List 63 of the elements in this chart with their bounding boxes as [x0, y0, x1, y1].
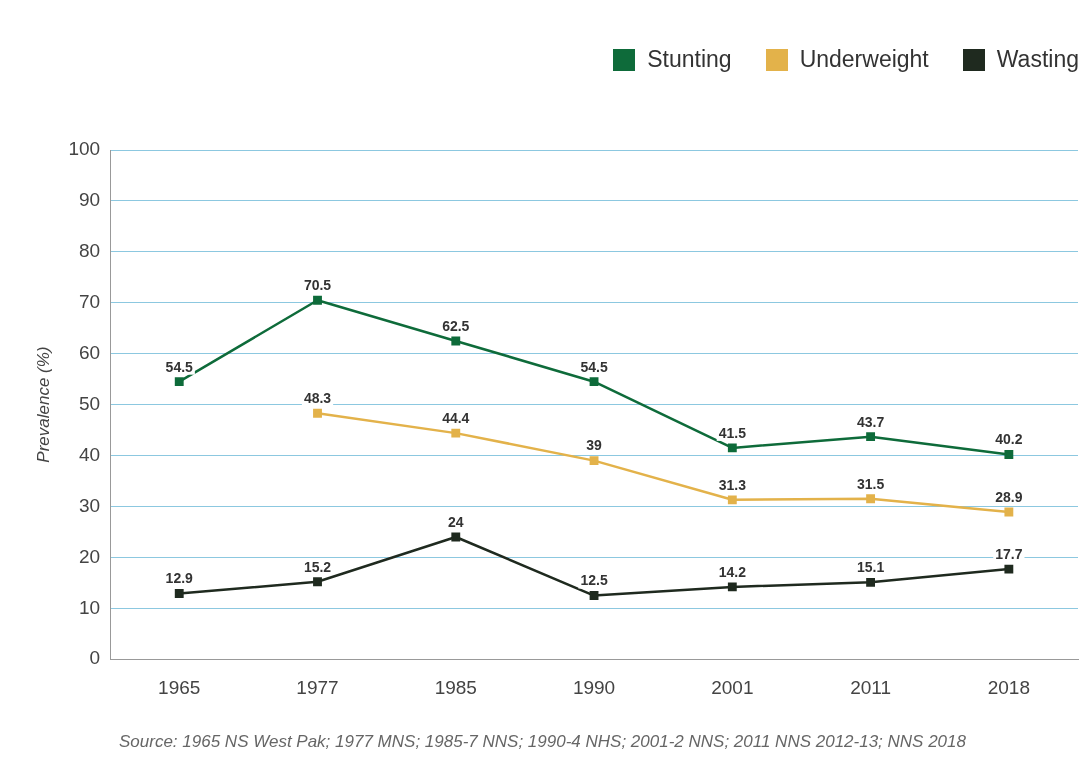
data-label: 54.5: [165, 358, 194, 375]
point: [313, 295, 322, 305]
point: [866, 432, 876, 442]
y-tick-label: 20: [78, 545, 101, 567]
point: [174, 377, 184, 387]
data-label: 40.2: [995, 431, 1023, 448]
data-label: 12.9: [165, 570, 194, 587]
point: [451, 532, 461, 542]
data-label: 17.7: [995, 545, 1023, 562]
legend-label: Underweight: [799, 46, 929, 73]
y-tick-label: 40: [78, 443, 101, 465]
x-tick-label: 1977: [296, 676, 339, 698]
point: [727, 582, 737, 592]
y-tick-label: 30: [78, 494, 101, 516]
point: [451, 336, 461, 346]
y-tick-label: 70: [78, 290, 101, 312]
point: [174, 589, 184, 598]
legend-label: Stunting: [647, 46, 732, 73]
data-label: 54.5: [580, 358, 608, 375]
x-tick-label: 2018: [987, 676, 1030, 698]
data-label: 48.3: [303, 390, 332, 407]
data-label: 41.5: [718, 424, 747, 441]
point: [589, 456, 599, 466]
x-tick-label: 2011: [850, 676, 892, 698]
y-tick-label: 0: [89, 647, 101, 669]
source-note: Source: 1965 NS West Pak; 1977 MNS; 1985-7 NNS; 1990-4 NHS; 2001-2 NNS; 2011 NNS 2012-13; NNS 2018: [118, 732, 967, 752]
x-tick-label: 1985: [434, 676, 477, 698]
point: [451, 428, 461, 438]
x-tick-label: 2001: [711, 676, 754, 698]
legend-label: Wasting: [996, 46, 1079, 73]
data-label: 31.5: [856, 475, 885, 492]
point: [313, 577, 322, 587]
point: [313, 408, 322, 418]
x-tick-label: 1990: [572, 676, 616, 698]
y-tick-label: 50: [78, 392, 101, 414]
point: [727, 443, 737, 453]
data-label: 12.5: [580, 572, 608, 589]
data-label: 15.1: [856, 559, 885, 576]
point: [1004, 564, 1014, 574]
point: [1004, 450, 1014, 459]
y-tick-label: 60: [78, 341, 101, 363]
data-label: 62.5: [442, 317, 470, 334]
data-label: 44.4: [442, 409, 470, 426]
x-tick-label: 1965: [158, 676, 201, 698]
data-label: 31.3: [718, 476, 747, 493]
data-label: 28.9: [995, 488, 1023, 505]
data-label: 39: [586, 437, 603, 454]
data-label: 70.5: [303, 277, 332, 294]
y-axis-title: Prevalence (%): [33, 346, 53, 463]
point: [589, 591, 599, 600]
point: [866, 494, 876, 504]
y-tick-label: 80: [78, 240, 101, 262]
point: [866, 577, 876, 587]
point: [727, 495, 737, 505]
data-label: 24: [447, 513, 464, 530]
point: [589, 377, 599, 387]
point: [1004, 507, 1014, 517]
data-label: 14.2: [718, 563, 747, 580]
y-tick-label: 10: [78, 596, 101, 618]
data-label: 15.2: [303, 558, 332, 575]
y-tick-label: 100: [68, 138, 101, 160]
data-label: 43.7: [856, 413, 885, 430]
y-tick-label: 90: [78, 189, 101, 211]
